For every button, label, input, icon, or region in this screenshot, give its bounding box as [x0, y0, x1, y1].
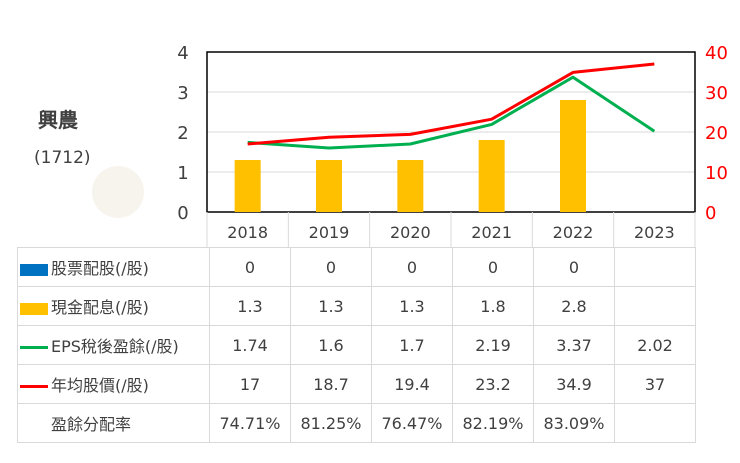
table-cell: 0 — [452, 247, 534, 287]
left-tick-label: 1 — [177, 163, 188, 184]
table-cell: 1.8 — [452, 286, 534, 326]
table-cell: 0 — [371, 247, 453, 287]
table-row: 現金配息(/股) 1.3 1.3 1.3 1.8 2.8 — [17, 286, 696, 326]
left-tick-label: 4 — [177, 43, 188, 64]
table-cell: 19.4 — [371, 364, 453, 404]
bar — [316, 160, 342, 212]
company-name: 興農 — [38, 108, 78, 132]
table-cell: 83.09% — [533, 403, 615, 443]
table-cell: 76.47% — [371, 403, 453, 443]
right-tick-label: 0 — [705, 203, 716, 224]
row-label: 現金配息(/股) — [17, 286, 210, 326]
table-cell: 23.2 — [452, 364, 534, 404]
table-cell: 17 — [209, 364, 291, 404]
table-row: EPS稅後盈餘(/股) 1.74 1.6 1.7 2.19 3.37 2.02 — [17, 325, 696, 365]
right-tick-label: 30 — [705, 83, 728, 104]
table-cell: 0 — [533, 247, 615, 287]
row-label-text: 現金配息(/股) — [51, 298, 149, 317]
legend-swatch — [20, 302, 48, 315]
legend-swatch — [20, 263, 48, 276]
table-cell: 0 — [209, 247, 291, 287]
table-cell: 34.9 — [533, 364, 615, 404]
right-tick-label: 40 — [705, 43, 728, 64]
table-cell — [614, 286, 696, 326]
table-cell: 82.19% — [452, 403, 534, 443]
table-cell: 1.74 — [209, 325, 291, 365]
table-row: 年均股價(/股) 17 18.7 19.4 23.2 34.9 37 — [17, 364, 696, 404]
table-cell: 1.3 — [290, 286, 372, 326]
row-label: EPS稅後盈餘(/股) — [17, 325, 210, 365]
table-cell: 37 — [614, 364, 696, 404]
table-cell: 0 — [290, 247, 372, 287]
data-table: 股票配股(/股) 0 0 0 0 0 現金配息(/股) 1.3 1.3 1.3 1.8 2.8 EPS稅… — [17, 247, 696, 443]
bar — [560, 100, 586, 212]
legend-swatch — [20, 346, 48, 349]
legend-swatch — [20, 385, 48, 388]
left-tick-label: 2 — [177, 123, 188, 144]
row-label-text: 年均股價(/股) — [51, 376, 149, 395]
eps-line — [247, 75, 656, 150]
bar — [234, 160, 261, 212]
bar — [397, 160, 424, 212]
left-tick-label: 0 — [177, 203, 188, 224]
row-label-text: 股票配股(/股) — [51, 259, 149, 278]
row-label-text: EPS稅後盈餘(/股) — [51, 337, 179, 356]
row-label: 股票配股(/股) — [17, 247, 210, 287]
table-cell: 18.7 — [290, 364, 372, 404]
table-cell: 2.02 — [614, 325, 696, 365]
table-cell: 1.6 — [290, 325, 372, 365]
table-cell: 1.3 — [209, 286, 291, 326]
left-tick-label: 3 — [177, 83, 188, 104]
table-cell: 3.37 — [533, 325, 615, 365]
stock-code: (1712) — [34, 148, 91, 168]
table-cell: 1.3 — [371, 286, 453, 326]
table-cell: 74.71% — [209, 403, 291, 443]
table-cell: 2.8 — [533, 286, 615, 326]
right-tick-label: 20 — [705, 123, 728, 144]
row-label: 年均股價(/股) — [17, 364, 210, 404]
category-label: 2021 — [471, 223, 512, 242]
category-label: 2023 — [634, 223, 675, 242]
category-label: 2019 — [309, 223, 350, 242]
bar — [478, 140, 505, 212]
table-cell: 81.25% — [290, 403, 372, 443]
category-label: 2022 — [553, 223, 594, 242]
price-line — [247, 62, 655, 146]
right-tick-label: 10 — [705, 163, 728, 184]
table-cell: 1.7 — [371, 325, 453, 365]
table-cell: 2.19 — [452, 325, 534, 365]
table-cell — [614, 247, 696, 287]
legend-swatch — [20, 424, 48, 427]
category-label: 2018 — [227, 223, 268, 242]
table-cell — [614, 403, 696, 443]
row-label-text: 盈餘分配率 — [51, 415, 132, 434]
watermark-logo — [92, 166, 144, 218]
table-row: 股票配股(/股) 0 0 0 0 0 — [17, 247, 696, 287]
category-label: 2020 — [390, 223, 431, 242]
row-label: 盈餘分配率 — [17, 403, 210, 443]
table-row: 盈餘分配率 74.71% 81.25% 76.47% 82.19% 83.09% — [17, 403, 696, 443]
